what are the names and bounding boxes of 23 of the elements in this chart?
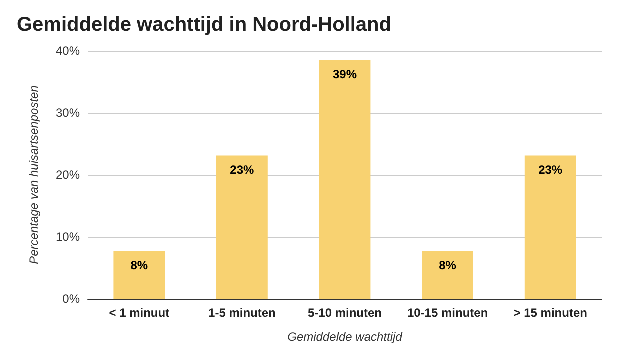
y-axis-title: Percentage van huisartsenposten (27, 85, 41, 264)
bar (114, 251, 166, 299)
data-label: 8% (130, 258, 148, 272)
y-tick-label: 40% (56, 44, 80, 58)
bar (422, 251, 474, 299)
x-tick-label: < 1 minuut (109, 306, 170, 320)
y-tick-label: 10% (56, 230, 80, 244)
x-tick-label: 1-5 minuten (208, 306, 276, 320)
x-tick-label: 5-10 minuten (308, 306, 382, 320)
bar (319, 60, 371, 299)
y-tick-label: 30% (56, 106, 80, 120)
y-tick-label: 20% (56, 168, 80, 182)
x-tick-label: > 15 minuten (514, 306, 588, 320)
bar (524, 156, 576, 299)
data-label: 39% (332, 67, 358, 82)
chart-title: Gemiddelde wachttijd in Noord-Holland (17, 14, 392, 36)
bar (216, 156, 268, 299)
x-axis-title: Gemiddelde wachttijd (288, 330, 403, 344)
data-label: 23% (230, 162, 255, 177)
data-label: 8% (439, 258, 457, 272)
y-tick-label: 0% (62, 292, 80, 306)
x-tick-label: 10-15 minuten (407, 306, 488, 320)
data-label: 23% (538, 162, 563, 177)
